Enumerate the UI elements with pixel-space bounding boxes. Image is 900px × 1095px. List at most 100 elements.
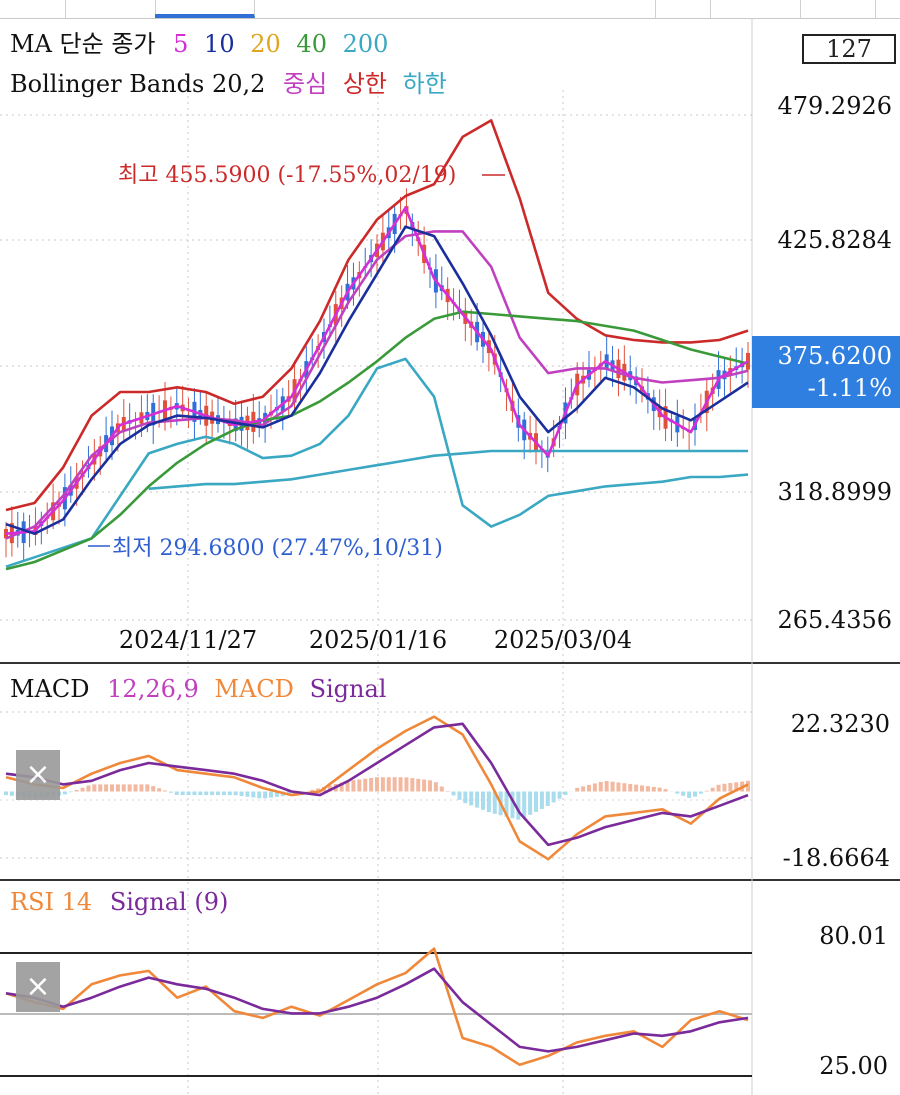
series-line-1	[5, 722, 749, 847]
rsi-close-icon[interactable]: ×	[16, 962, 60, 1012]
ma-legend-title: MA 단순 종가	[10, 30, 155, 58]
bb-legend-title: Bollinger Bands 20,2	[10, 70, 265, 98]
macd-hist-bar	[210, 791, 215, 796]
macd-hist-bar	[604, 780, 609, 792]
macd-hist-bar	[380, 777, 385, 792]
rsi-legend-title[interactable]: RSI 14	[10, 888, 92, 916]
rsi-series-lines	[5, 947, 749, 1067]
tab-5[interactable]	[655, 0, 711, 18]
ma-legend-20[interactable]: 20	[250, 30, 281, 58]
series-line-5	[5, 206, 749, 535]
macd-histogram	[4, 777, 750, 820]
macd-hist-bar	[233, 791, 238, 796]
macd-hist-bar	[528, 791, 533, 815]
macd-hist-bar	[369, 777, 374, 792]
candle-body	[746, 352, 750, 370]
tab-4[interactable]	[580, 0, 656, 18]
ma-legend: MA 단순 종가 5 10 20 40 200	[10, 30, 388, 58]
macd-hist-bar	[9, 791, 14, 796]
series-line-4	[5, 310, 749, 571]
macd-hist-bar	[522, 791, 527, 818]
series-line-3	[148, 449, 748, 491]
series-line-6	[5, 225, 749, 535]
macd-hist-bar	[716, 784, 721, 792]
macd-hist-bar	[728, 783, 733, 792]
rsi-y-tick-2: 25.00	[819, 1052, 888, 1080]
macd-hist-bar	[416, 778, 421, 792]
ma-legend-200[interactable]: 200	[343, 30, 389, 58]
macd-hist-bar	[640, 785, 644, 792]
candle-count-box[interactable]: 127	[802, 34, 896, 64]
series-line-2	[5, 357, 749, 568]
macd-hist-bar	[392, 777, 397, 792]
macd-close-icon[interactable]: ×	[16, 750, 60, 800]
macd-hist-bar	[410, 778, 415, 792]
bb-legend-mid[interactable]: 중심	[283, 70, 327, 98]
macd-legend-signal[interactable]: Signal	[310, 675, 387, 703]
macd-hist-bar	[204, 791, 209, 796]
macd-hist-bar	[375, 777, 379, 792]
top-tab-bar	[0, 0, 900, 19]
macd-hist-bar	[557, 791, 562, 799]
macd-hist-bar	[198, 791, 203, 796]
macd-hist-bar	[651, 786, 656, 792]
macd-y-tick-1: 22.3230	[791, 710, 890, 738]
macd-hist-bar	[693, 791, 697, 797]
macd-legend-title: MACD	[10, 675, 90, 703]
ma-legend-40[interactable]: 40	[296, 30, 327, 58]
macd-hist-bar	[551, 791, 556, 803]
macd-hist-bar	[98, 784, 103, 792]
tab-7[interactable]	[800, 0, 876, 18]
macd-hist-bar	[734, 782, 739, 792]
macd-hist-bar	[62, 791, 67, 795]
price-y-tick-4: 265.4356	[777, 606, 892, 634]
macd-hist-bar	[463, 791, 468, 804]
bb-legend-upper[interactable]: 상한	[343, 70, 387, 98]
macd-hist-bar	[139, 784, 144, 792]
macd-legend-macd[interactable]: MACD	[214, 675, 294, 703]
macd-hist-bar	[710, 787, 715, 792]
macd-hist-bar	[634, 784, 639, 792]
rsi-legend-signal[interactable]: Signal (9)	[110, 888, 229, 916]
ma-legend-5[interactable]: 5	[173, 30, 188, 58]
tab-1[interactable]	[0, 0, 66, 18]
macd-hist-bar	[357, 779, 362, 792]
tab-2[interactable]	[65, 0, 156, 18]
macd-hist-bar	[622, 783, 627, 792]
macd-hist-bar	[422, 779, 427, 792]
bb-legend-lower[interactable]: 하한	[403, 70, 447, 98]
macd-hist-bar	[675, 791, 680, 794]
tab-active[interactable]	[155, 0, 255, 18]
macd-hist-bar	[610, 781, 615, 792]
macd-hist-bar	[534, 791, 538, 812]
macd-legend-params[interactable]: 12,26,9	[107, 675, 199, 703]
macd-hist-bar	[439, 786, 444, 792]
macd-hist-bar	[363, 778, 368, 792]
macd-hist-bar	[492, 791, 497, 814]
macd-hist-bar	[157, 788, 162, 792]
macd-hist-bar	[316, 788, 321, 792]
last-price-badge: 375.6200 -1.11%	[752, 336, 900, 408]
x-tick-1: 2024/11/27	[119, 626, 257, 654]
price-gridlines	[0, 90, 752, 1095]
ma-legend-10[interactable]: 10	[204, 30, 235, 58]
tab-6[interactable]	[710, 0, 801, 18]
macd-hist-bar	[86, 785, 91, 792]
rsi-legend: RSI 14 Signal (9)	[10, 888, 228, 916]
rsi-level-lines	[0, 952, 752, 1077]
macd-hist-bar	[687, 791, 692, 798]
macd-hist-bar	[216, 791, 220, 796]
macd-y-tick-2: -18.6664	[783, 844, 890, 872]
macd-hist-bar	[180, 791, 185, 796]
price-series-lines	[5, 119, 749, 571]
macd-hist-bar	[269, 791, 273, 798]
x-tick-3: 2025/03/04	[494, 626, 632, 654]
macd-hist-bar	[263, 791, 268, 799]
macd-hist-bar	[174, 791, 179, 795]
macd-hist-bar	[121, 784, 126, 792]
macd-hist-bar	[428, 780, 432, 792]
macd-hist-bar	[68, 791, 73, 793]
macd-hist-bar	[127, 784, 132, 792]
macd-hist-bar	[192, 791, 197, 796]
